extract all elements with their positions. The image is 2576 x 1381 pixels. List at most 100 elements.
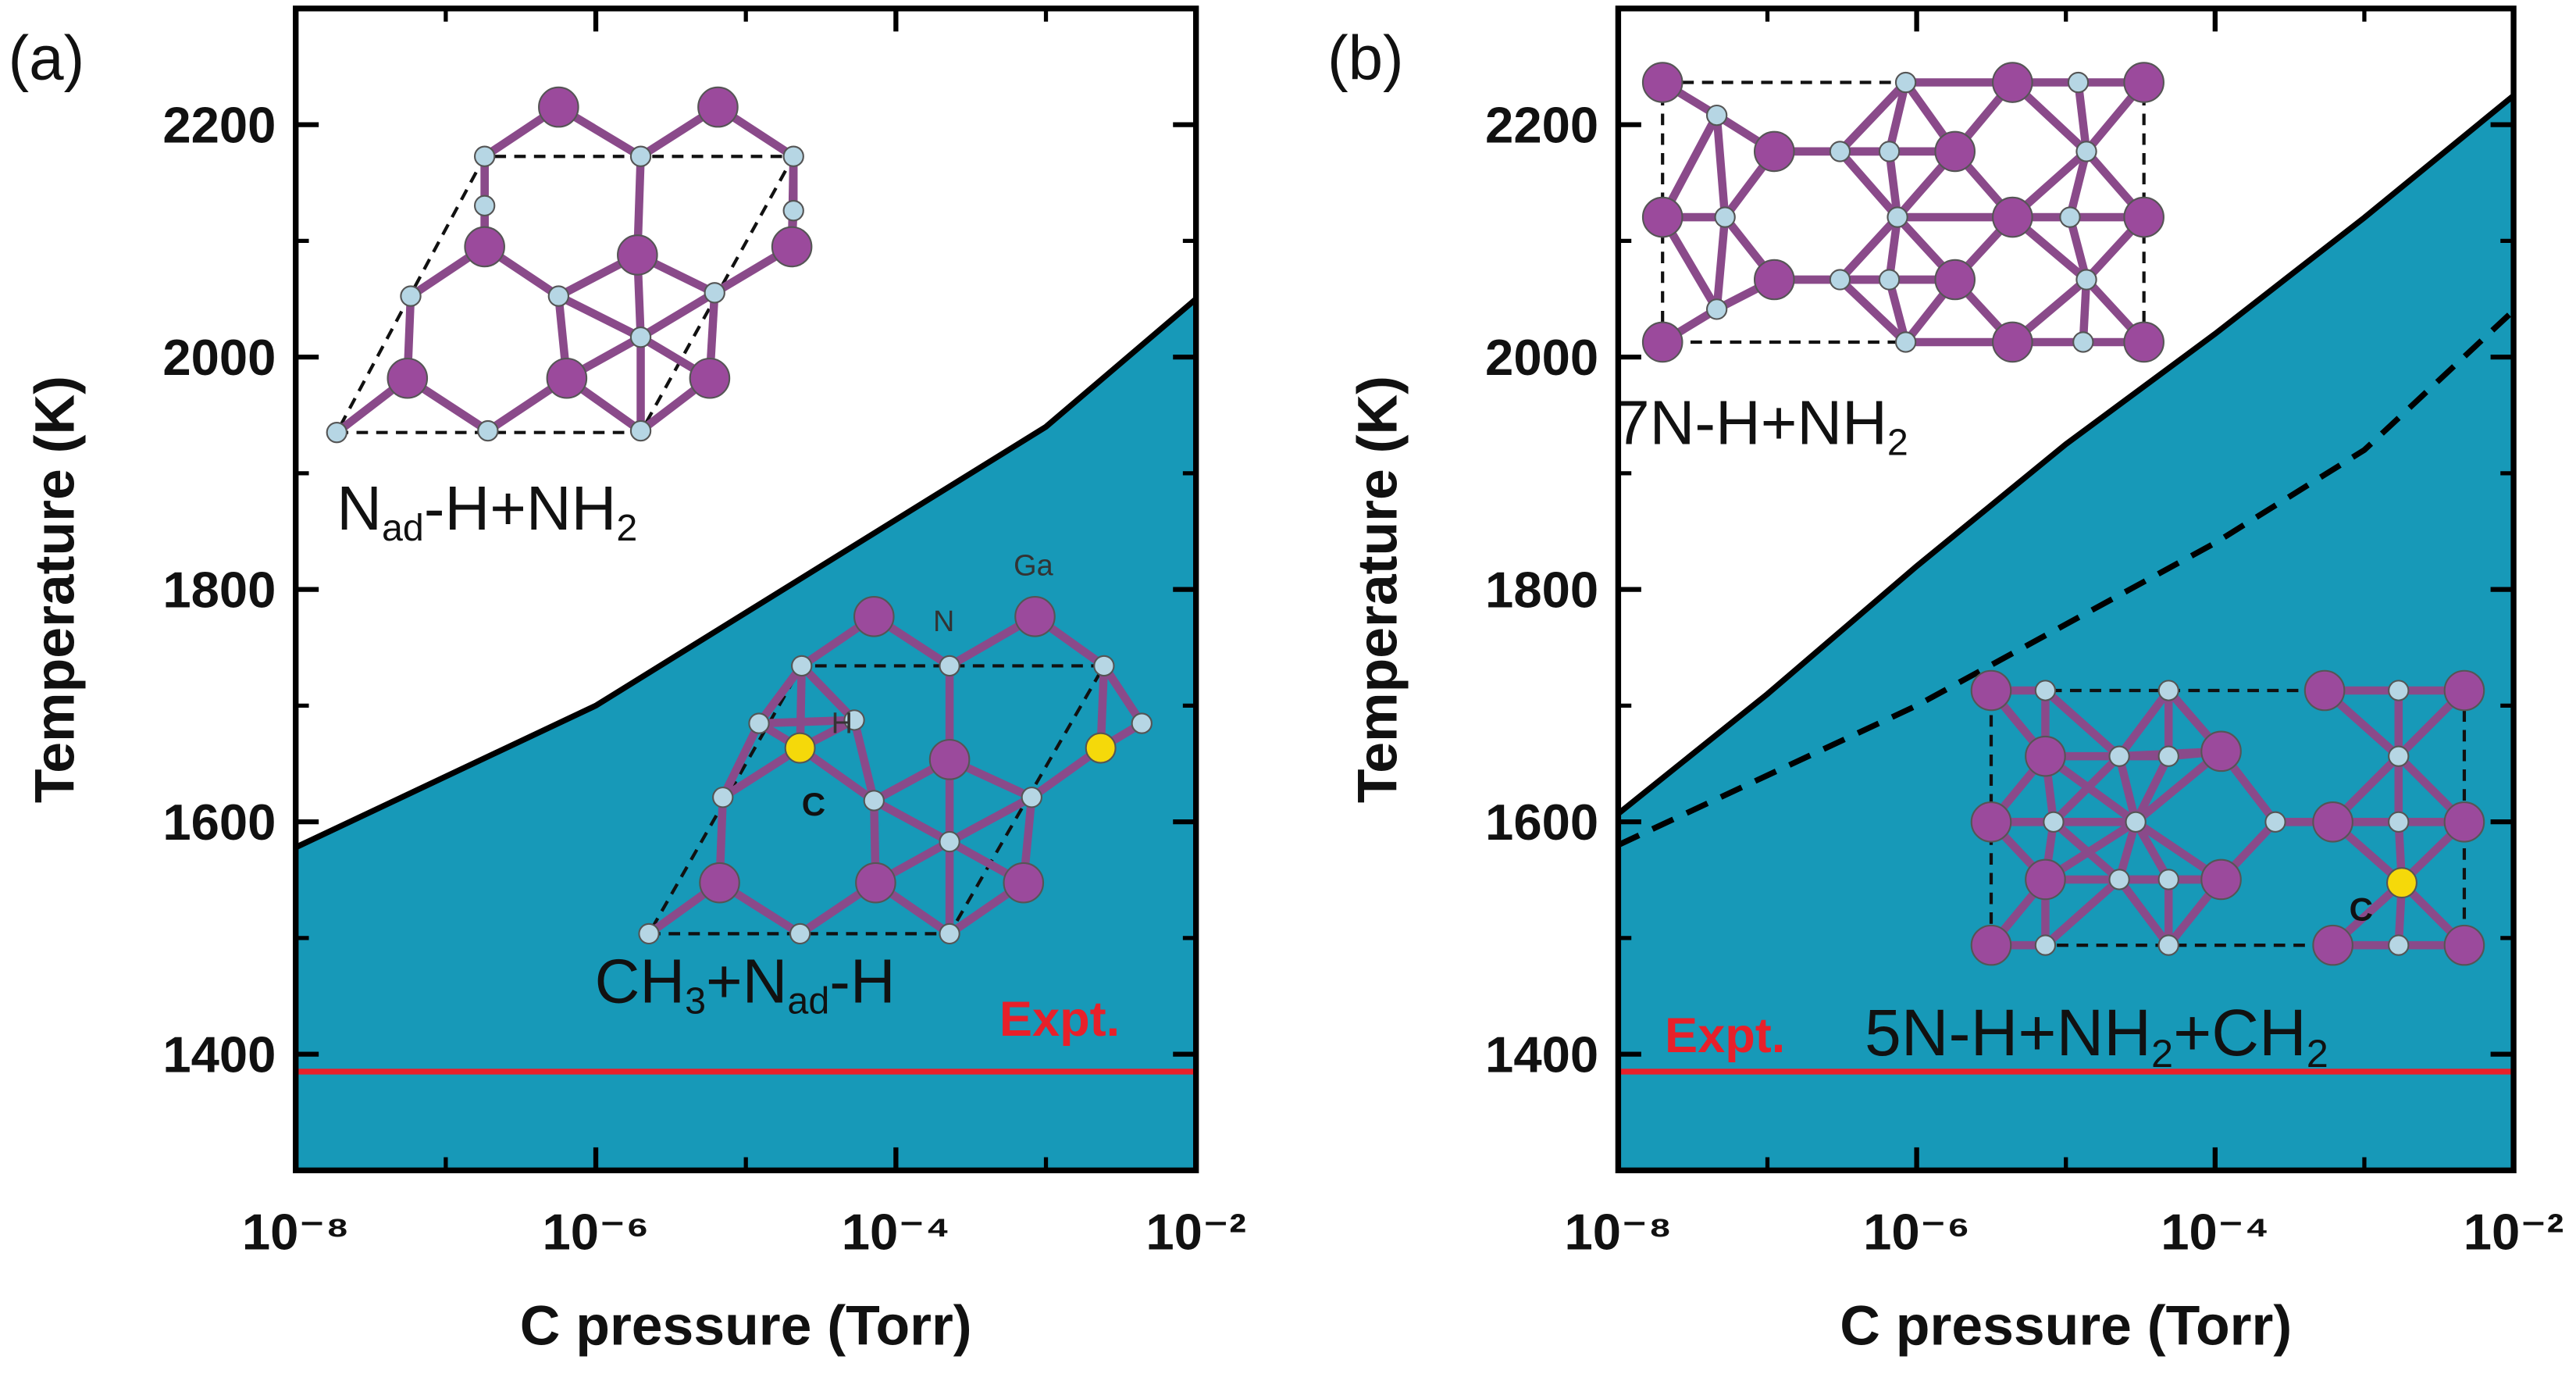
atom xyxy=(1641,196,1683,238)
atom xyxy=(2388,811,2410,833)
y-tick-label: 1400 xyxy=(162,1026,276,1083)
atom xyxy=(2388,934,2410,956)
label-part: +CH xyxy=(2173,996,2307,1069)
atom-label: C xyxy=(802,786,825,823)
atom xyxy=(2108,869,2130,890)
atom-label: Ga xyxy=(1014,550,1053,583)
atom xyxy=(1970,669,2012,712)
atom xyxy=(1753,130,1795,173)
y-tick-label: 2200 xyxy=(1485,97,1598,154)
atom xyxy=(2123,196,2164,238)
atom xyxy=(387,357,429,399)
atom xyxy=(2123,62,2164,103)
line xyxy=(1616,93,2516,816)
reference-label: Expt. xyxy=(1665,1008,1785,1063)
bond xyxy=(947,794,1034,846)
molecule-structure xyxy=(1641,62,2164,363)
atom xyxy=(2264,811,2286,833)
atom xyxy=(863,790,885,812)
atom xyxy=(2200,858,2242,901)
y-axis-label: Temperature (K) xyxy=(24,376,87,803)
bond xyxy=(798,662,857,723)
atom xyxy=(473,194,496,217)
bond xyxy=(556,292,643,341)
atom xyxy=(1705,298,1728,320)
atom xyxy=(400,285,422,307)
atom xyxy=(1992,321,2033,363)
y-tick-label: 1800 xyxy=(1485,562,1598,619)
atom xyxy=(1992,62,2033,103)
x-tick-label: 10⁻⁸ xyxy=(242,1203,350,1260)
bond xyxy=(2115,876,2172,948)
atom xyxy=(712,787,734,808)
x-tick-label: 10⁻⁶ xyxy=(543,1203,650,1260)
atom xyxy=(326,422,347,444)
y-axis-label: Temperature (K) xyxy=(1346,376,1409,803)
atom xyxy=(1970,924,2012,966)
atom xyxy=(1878,141,1901,162)
bond xyxy=(1837,79,1909,155)
atom xyxy=(855,862,896,904)
atom xyxy=(2075,141,2097,162)
atom xyxy=(939,655,960,677)
atom xyxy=(2034,680,2057,701)
x-tick-label: 10⁻⁶ xyxy=(1863,1203,1970,1260)
atom xyxy=(2200,730,2242,773)
atom xyxy=(789,922,811,945)
atom xyxy=(784,732,816,764)
atom xyxy=(2443,801,2485,843)
atom xyxy=(2157,680,2179,701)
atom xyxy=(2059,206,2081,228)
area-fill xyxy=(295,298,1196,1171)
atom xyxy=(1934,130,1976,173)
y-tick-label: 2000 xyxy=(1485,329,1598,386)
bond xyxy=(1100,663,1145,726)
y-tick-label: 1400 xyxy=(1485,1026,1598,1083)
atom xyxy=(1753,259,1795,301)
atom xyxy=(1878,269,1901,291)
x-tick-label: 10⁻² xyxy=(1145,1203,1246,1260)
y-tick-label: 2200 xyxy=(162,97,276,154)
bond xyxy=(2132,819,2172,882)
atom xyxy=(1894,331,1917,353)
atom-label: H xyxy=(832,708,853,740)
atom xyxy=(1887,206,1908,228)
bond xyxy=(2074,81,2091,152)
atom xyxy=(1894,71,1917,94)
atom xyxy=(1085,732,1117,764)
atom xyxy=(853,596,895,637)
x-tick-label: 10⁻⁴ xyxy=(2161,1203,2269,1260)
atom xyxy=(2123,321,2164,363)
structure-label: 5N-H+NH2+CH2 xyxy=(1865,996,2328,1076)
molecule-structure xyxy=(1970,669,2485,966)
atom xyxy=(699,862,740,904)
bond xyxy=(1712,115,1730,218)
atom xyxy=(1934,259,1976,301)
structure-label: 7N-H+NH2 xyxy=(1615,387,1908,463)
atom xyxy=(1021,787,1042,808)
bond xyxy=(2050,753,2122,826)
panel-label: (a) xyxy=(9,23,85,92)
atom xyxy=(1705,104,1728,127)
bond xyxy=(2042,876,2122,949)
atom xyxy=(547,285,570,307)
atom xyxy=(791,655,813,677)
x-tick-label: 10⁻⁸ xyxy=(1564,1203,1672,1260)
subscript: 2 xyxy=(2151,1031,2173,1076)
atom xyxy=(2303,669,2346,712)
atom xyxy=(1829,269,1851,291)
atom xyxy=(2125,811,2147,833)
subscript: 2 xyxy=(1887,422,1908,464)
x-axis-label: C pressure (Torr) xyxy=(520,1294,972,1357)
label-part: +N xyxy=(706,947,787,1016)
atom xyxy=(782,199,804,222)
atom xyxy=(1641,321,1683,363)
atom xyxy=(2072,331,2094,353)
molecule-structure xyxy=(638,596,1153,945)
atom xyxy=(689,357,731,399)
x-tick-label: 10⁻⁴ xyxy=(842,1203,950,1260)
atom xyxy=(638,922,660,945)
label-part: -H+NH xyxy=(424,473,616,543)
bond xyxy=(2132,754,2172,824)
atom xyxy=(473,145,496,167)
